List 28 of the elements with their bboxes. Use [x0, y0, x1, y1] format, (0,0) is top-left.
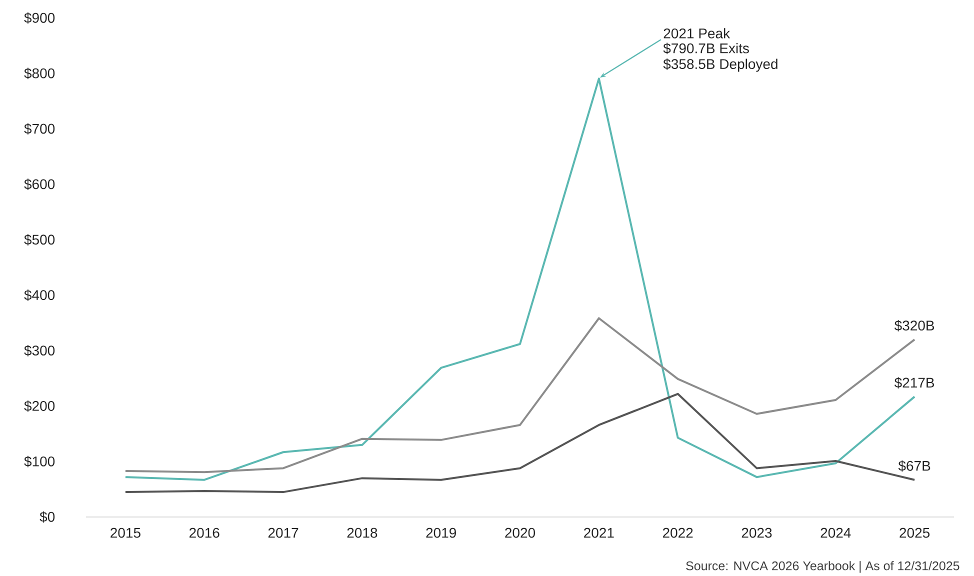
x-tick-label: 2024: [820, 528, 851, 538]
y-tick-label: $800: [24, 68, 55, 80]
y-tick-label: $100: [24, 456, 55, 468]
x-tick-label: 2021: [584, 528, 614, 538]
x-tick-label: 2017: [268, 528, 298, 538]
annotation: $67B: [898, 460, 930, 472]
y-tick-label: $500: [24, 234, 55, 246]
y-tick-label: $300: [24, 344, 55, 356]
annotation: 2021 Peak: [664, 28, 730, 38]
x-tick-label: 2018: [347, 528, 378, 538]
x-tick-label: 2022: [662, 528, 693, 538]
y-tick-label: $900: [24, 12, 55, 24]
source-note: Source: NVCA 2026 Yearbook | As of 12/31/2025: [686, 561, 960, 573]
y-tick-label: $600: [24, 178, 55, 190]
x-tick-label: 2025: [900, 528, 930, 538]
annotation: $217B: [894, 377, 934, 388]
y-tick-label: $200: [24, 400, 55, 412]
annotation: $790.7B Exits: [663, 42, 749, 54]
annotation: $358.5B Deployed: [663, 58, 778, 72]
y-tick-label: $0: [40, 511, 55, 523]
annotation: $320B: [894, 320, 934, 332]
x-tick-label: 2019: [426, 528, 456, 538]
y-tick-label: $400: [24, 290, 55, 301]
y-tick-label: $700: [24, 123, 55, 135]
x-tick-label: 2016: [190, 528, 220, 538]
x-tick-label: 2020: [505, 528, 536, 538]
x-tick-label: 2015: [110, 528, 140, 538]
x-tick-label: 2023: [742, 528, 772, 538]
